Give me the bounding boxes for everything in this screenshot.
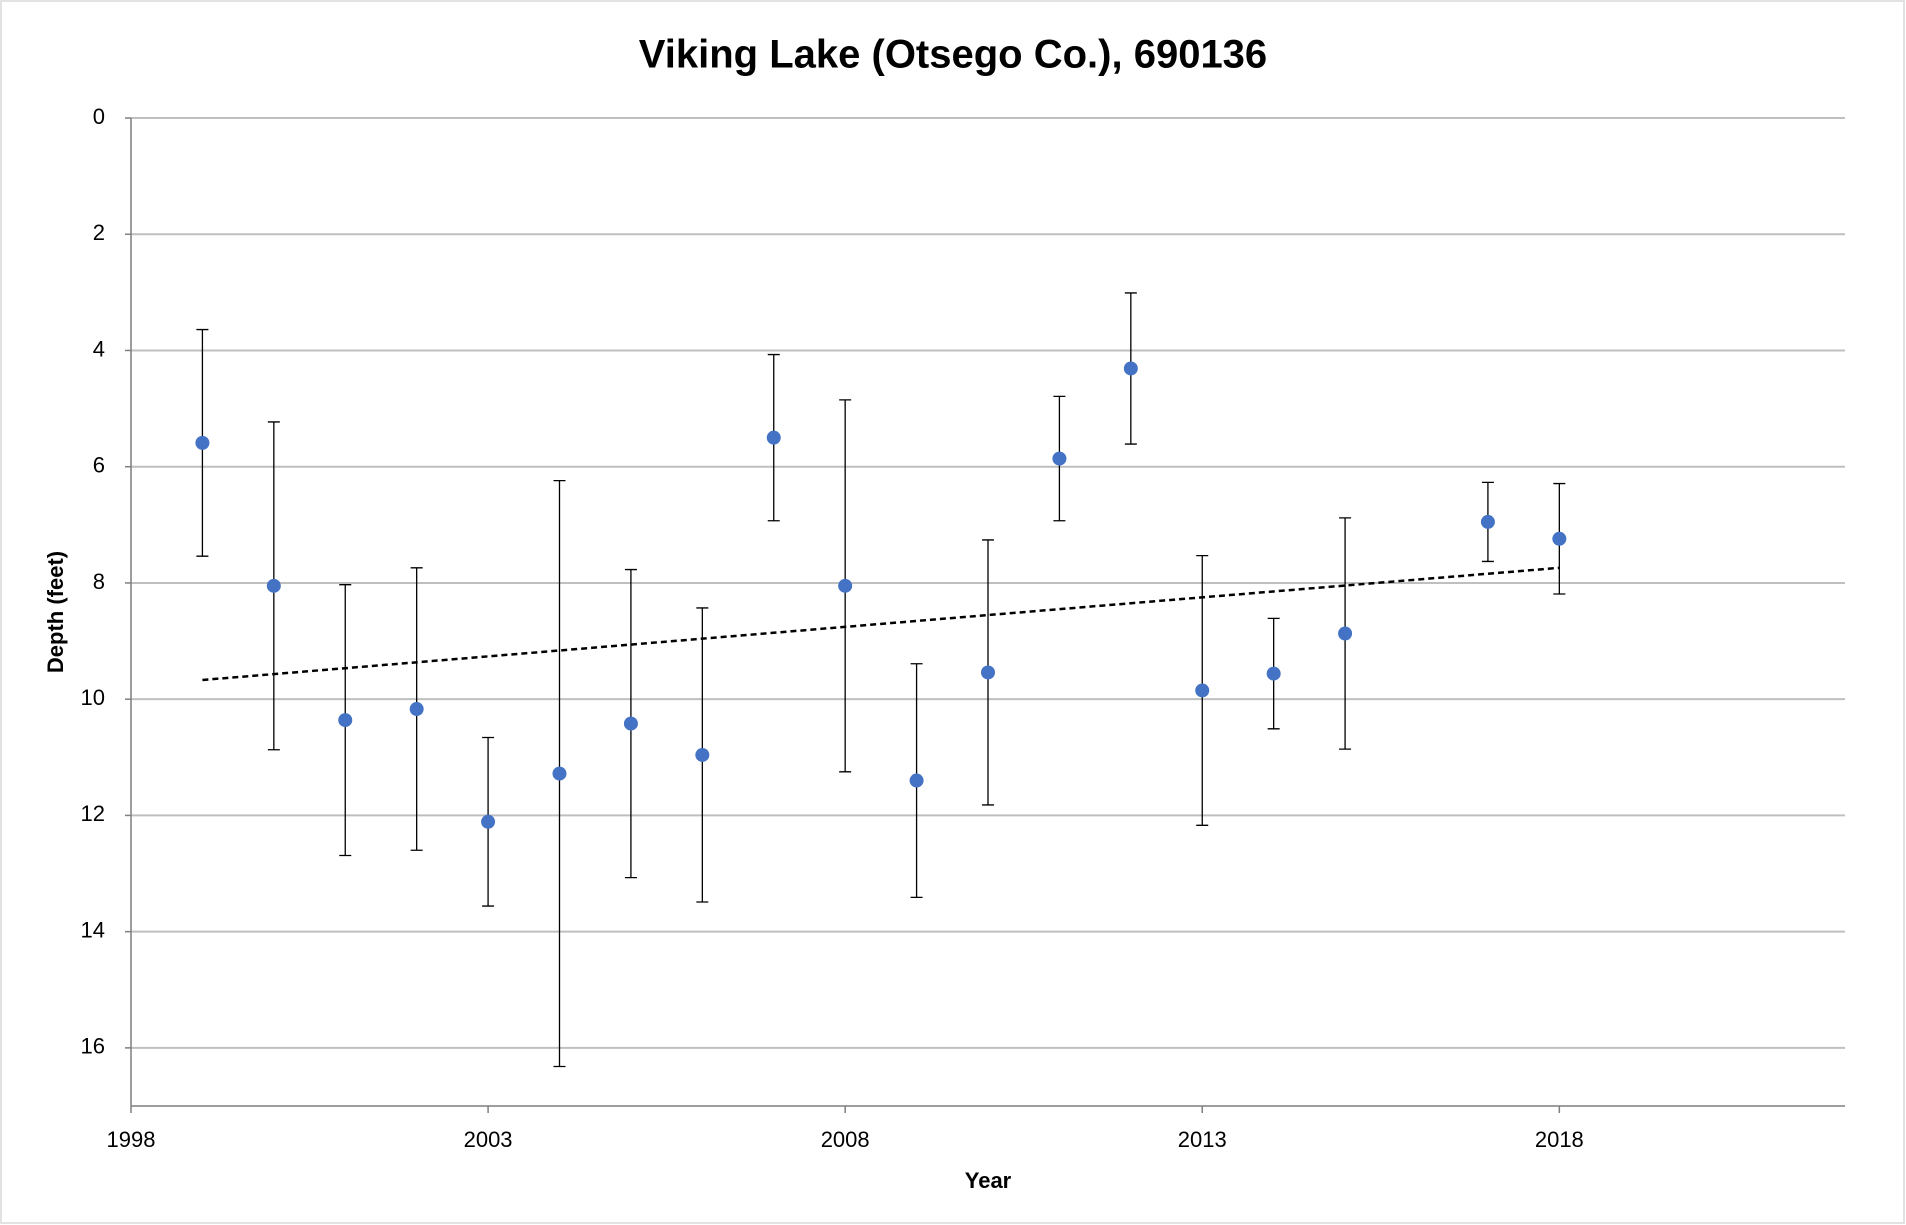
x-tick-label: 2008	[821, 1127, 870, 1152]
y-tick-label: 16	[81, 1034, 105, 1059]
y-tick-label: 12	[81, 801, 105, 826]
x-tick-label: 2013	[1178, 1127, 1227, 1152]
data-point	[838, 578, 853, 593]
y-axis-title: Depth (feet)	[43, 551, 68, 673]
y-tick-label: 6	[93, 453, 105, 478]
y-tick-label: 8	[93, 569, 105, 594]
data-point	[766, 430, 781, 445]
data-point	[1480, 514, 1495, 529]
data-point	[1195, 683, 1210, 698]
data-point	[695, 747, 710, 762]
trendline	[202, 566, 1560, 682]
data-point	[1266, 666, 1281, 681]
x-axis-title: Year	[965, 1168, 1012, 1193]
data-point	[195, 435, 210, 450]
y-tick-label: 2	[93, 220, 105, 245]
data-point	[1123, 361, 1138, 376]
y-tick-label: 4	[93, 336, 105, 361]
data-point	[1338, 626, 1353, 641]
data-point	[552, 766, 567, 781]
data-point	[338, 713, 353, 728]
y-tick-label: 14	[81, 917, 105, 942]
data-point	[981, 665, 995, 680]
data-point	[623, 716, 638, 731]
x-tick-label: 2018	[1535, 1127, 1584, 1152]
y-tick-label: 10	[81, 685, 105, 710]
data-point	[1052, 451, 1067, 466]
data-point	[1552, 531, 1567, 546]
x-tick-label: 2003	[464, 1127, 513, 1152]
data-point	[266, 578, 281, 593]
chart-title: Viking Lake (Otsego Co.), 690136	[639, 33, 1267, 77]
data-point	[909, 773, 924, 788]
y-tick-label: 0	[93, 104, 105, 129]
x-tick-label: 1998	[107, 1127, 156, 1152]
data-point	[409, 702, 424, 717]
data-point	[481, 814, 496, 829]
